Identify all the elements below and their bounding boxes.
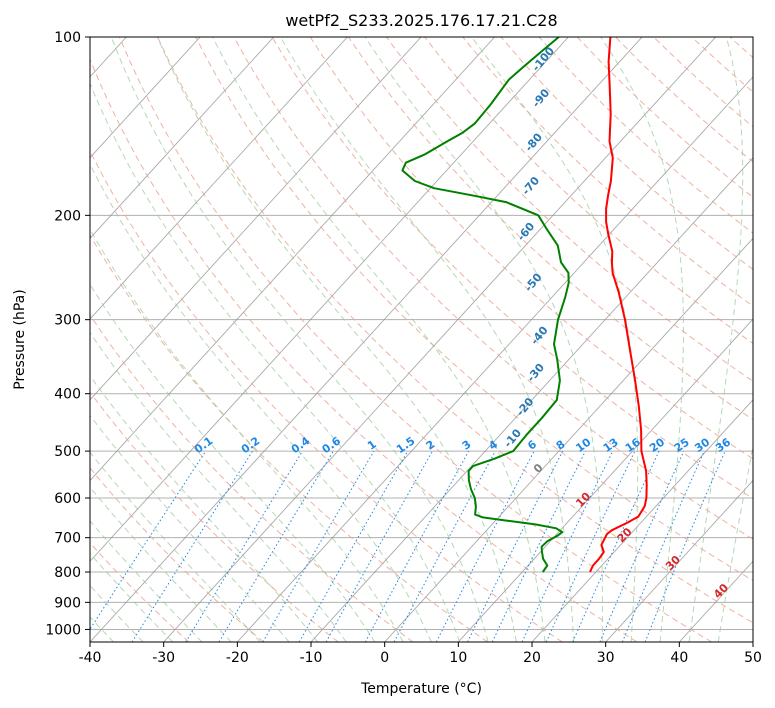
x-tick-label: -30	[152, 650, 175, 666]
isotherm-line	[90, 37, 643, 642]
moist-adiabat-line	[280, 37, 575, 642]
mixing-ratio-line	[644, 450, 726, 642]
y-tick-label: 300	[54, 313, 81, 329]
x-tick-label: 10	[449, 650, 467, 666]
moist-adiabat-line	[90, 584, 144, 642]
moist-adiabat-line	[90, 552, 173, 642]
isotherm-line	[90, 37, 275, 240]
moist-adiabat-line	[90, 451, 261, 642]
isotherm-line	[605, 479, 753, 642]
temperature-profile-line	[589, 37, 648, 573]
dry-adiabat-line	[157, 37, 753, 624]
y-tick-label: 700	[54, 531, 81, 547]
y-axis-label: Pressure (hPa)	[12, 289, 28, 389]
moist-adiabat-line	[212, 37, 546, 642]
moist-adiabat-line	[90, 228, 404, 642]
isotherm-line	[163, 37, 717, 642]
moist-adiabat-line	[364, 37, 603, 642]
mixing-ratio-line	[364, 450, 470, 642]
mixing-ratio-line	[572, 450, 660, 642]
mixing-ratio-line	[325, 450, 433, 642]
x-tick-label: 30	[597, 650, 615, 666]
isotherm-line	[90, 37, 569, 562]
x-tick-label: 20	[523, 650, 541, 666]
x-tick-label: 50	[744, 650, 762, 666]
dry-adiabat-line	[386, 37, 753, 382]
y-tick-label: 400	[54, 387, 81, 403]
profile-layer	[401, 37, 648, 573]
isotherm-line	[236, 76, 753, 642]
x-tick-label: -10	[300, 650, 323, 666]
isotherm-line	[457, 318, 753, 642]
isotherm-line	[90, 37, 201, 159]
mixing-ratio-line	[467, 450, 564, 642]
dry-adiabat-line	[90, 467, 264, 642]
plot-frame	[89, 36, 754, 643]
dry-adiabat-line	[90, 58, 638, 642]
ticks-layer: -40 -30 -20 -10 0 10 20 30 40 50 1000 900 800 700 600 5…	[45, 30, 762, 666]
dry-adiabat-line	[90, 234, 488, 642]
x-tick-label: 0	[380, 650, 389, 666]
dry-adiabat-line	[118, 37, 712, 642]
y-tick-label: 500	[54, 444, 81, 460]
moist-adiabat-line	[471, 37, 639, 642]
x-tick-label: -20	[226, 650, 249, 666]
moist-adiabat-line	[90, 163, 432, 642]
isotherm-line	[90, 37, 496, 482]
grid-layer	[90, 37, 753, 642]
mixing-ratio-line	[131, 450, 254, 642]
moist-adiabat-line	[717, 443, 753, 642]
dry-adiabat-line	[309, 37, 753, 460]
isotherm-line	[90, 37, 422, 401]
y-tick-label: 200	[54, 208, 81, 224]
dry-adiabat-line	[233, 37, 753, 540]
mixing-ratio-line	[90, 450, 207, 631]
isotherm-line	[90, 37, 348, 320]
x-axis-label: Temperature (°C)	[360, 681, 482, 697]
moist-adiabat-line	[110, 37, 489, 642]
dry-adiabat-line	[90, 542, 190, 642]
y-tick-label: 900	[54, 595, 81, 611]
y-tick-label: 800	[54, 565, 81, 581]
x-tick-label: -40	[79, 650, 102, 666]
moist-adiabat-line	[688, 37, 744, 642]
dewpoint-profile-line	[401, 37, 570, 573]
dry-adiabat-line	[90, 149, 563, 642]
mixing-ratio-line	[621, 450, 705, 642]
moist-adiabat-line	[90, 283, 376, 642]
dry-adiabat-line	[271, 37, 753, 500]
moist-adiabat-line	[600, 37, 684, 642]
mixing-ratio-line	[185, 450, 304, 642]
moist-adiabat-line	[156, 37, 517, 642]
y-tick-label: 600	[54, 491, 81, 507]
dry-adiabat-line	[195, 37, 753, 582]
isotherm-line	[384, 237, 753, 642]
moist-adiabat-line	[90, 414, 290, 642]
mixing-ratio-line	[393, 450, 496, 642]
moist-adiabat-line	[90, 82, 461, 642]
adiabat-layer	[90, 37, 753, 642]
y-tick-label: 1000	[45, 622, 81, 638]
moist-adiabat-line	[90, 520, 203, 642]
moist-adiabat-line	[90, 486, 232, 642]
isotherm-line	[531, 399, 753, 642]
chart-title: wetPf2_S233.2025.176.17.21.C28	[285, 11, 557, 31]
moist-adiabat-line	[90, 374, 319, 642]
y-tick-label: 100	[54, 30, 81, 46]
x-tick-label: 40	[670, 650, 688, 666]
mixing-ratio-line	[599, 450, 685, 642]
